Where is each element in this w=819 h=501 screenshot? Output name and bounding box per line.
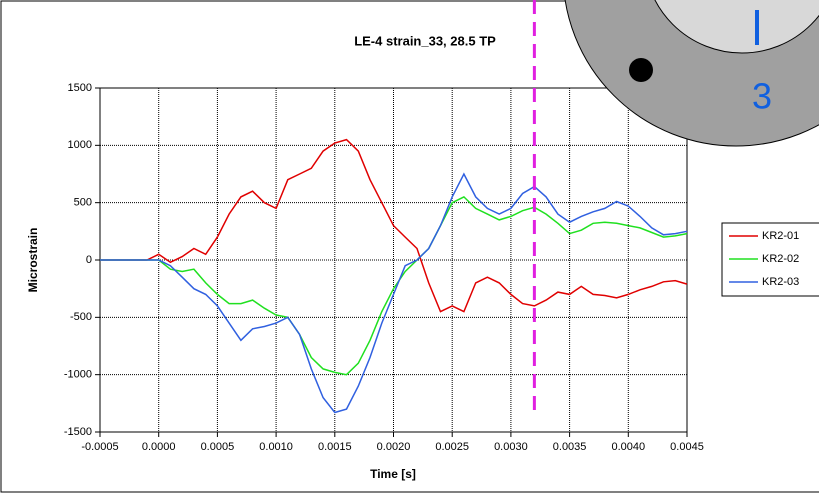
x-tick-label: 0.0020 [377,441,411,453]
chart-title: LE-4 strain_33, 28.5 TP [354,33,496,48]
legend-label: KR2-02 [762,253,799,265]
x-tick-label: 0.0000 [142,441,176,453]
y-tick-label: -500 [70,311,92,323]
series-line [100,138,688,313]
legend-label: KR2-03 [762,276,799,288]
x-tick-label: 0.0040 [611,441,645,453]
y-tick-label: 0 [86,254,92,266]
dial-inner [654,0,819,54]
y-tick-label: 1000 [68,139,92,151]
x-tick-label: 0.0025 [435,441,469,453]
plot-area: -1500 -1000 -500 0 500 1000 1500 -0.0005 0.0000 0… [64,0,704,453]
x-tick-label: 0.0010 [259,441,293,453]
y-tick-label: -1000 [64,369,92,381]
y-tick-label: 500 [74,197,92,209]
legend-label: KR2-01 [762,230,799,242]
series-line [100,195,688,376]
y-tick-label: 1500 [68,82,92,94]
overlay-dial: 3 [564,0,819,147]
x-tick-label: 0.0035 [553,441,587,453]
dial-dot [629,58,653,82]
x-tick-label: 0.0005 [201,441,235,453]
y-tick-label: -1500 [64,426,92,438]
dial-label: 3 [752,76,772,117]
x-tick-label: 0.0030 [494,441,528,453]
series-line [100,172,688,414]
y-axis-label: Microstrain [26,228,40,293]
x-tick-label: 0.0015 [318,441,352,453]
x-axis-label: Time [s] [370,467,416,481]
x-tick-label: 0.0045 [670,441,704,453]
x-tick-label: -0.0005 [81,441,118,453]
